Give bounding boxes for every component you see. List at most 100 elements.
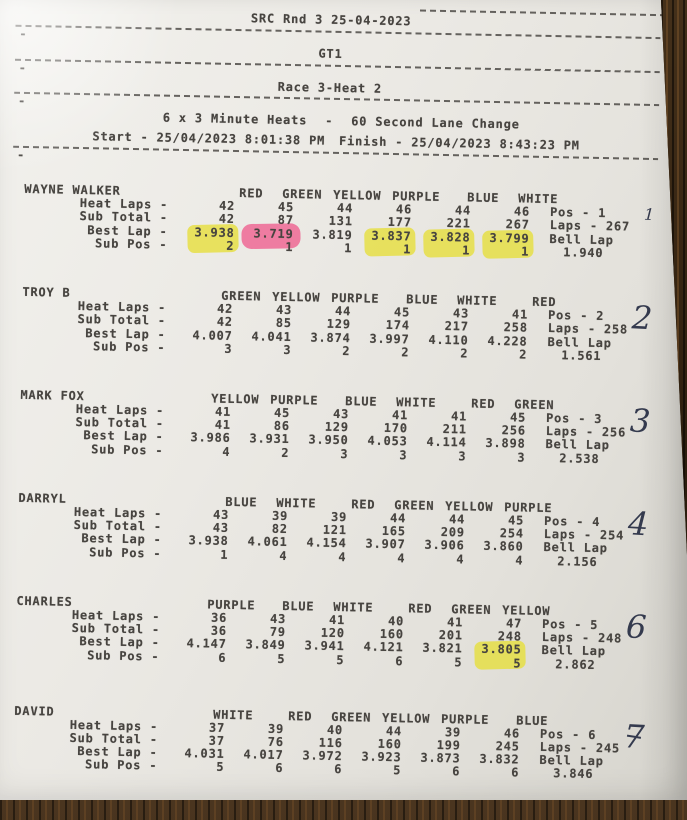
best-lap-value: 4.007	[192, 327, 233, 343]
best-lap-value: 3.805	[481, 642, 522, 657]
best-lap-value: 4.031	[184, 746, 225, 762]
paper-sheet: SRC Rnd 3 25-04-2023 - GT1 - Race 3-Heat…	[0, 0, 687, 800]
handwritten-position-number: 7	[622, 716, 646, 756]
handwritten-position-number: 2	[631, 298, 654, 338]
margin-dash: -	[17, 93, 27, 108]
sub-pos-value: 4	[456, 551, 465, 567]
handwritten-position-number: 4	[627, 504, 650, 544]
best-lap-value: 3.923	[361, 749, 402, 765]
sub-pos-value: 2	[342, 343, 351, 358]
margin-dash: -	[16, 147, 26, 162]
handwritten-position-number: 3	[629, 401, 652, 441]
best-lap-value: 3.873	[420, 750, 461, 766]
best-lap-value: 3.849	[245, 637, 286, 653]
best-lap-value: 3.799	[489, 230, 530, 246]
best-lap-value: 4.041	[251, 328, 292, 344]
best-lap-value: 4.061	[247, 534, 288, 550]
driver-result-block: CHARLES PURPLE BLUE WHITE RED GREEN YELL…	[0, 594, 675, 673]
sub-pos-value: 5	[336, 652, 345, 667]
driver-result-block: WAYNE WALKER RED GREEN YELLOW PURPLE BLU…	[0, 182, 683, 261]
margin-dash: -	[18, 60, 27, 75]
sub-pos-value: 4	[222, 444, 231, 459]
best-lap-value: 4.017	[243, 747, 284, 763]
best-lap-value: 4.053	[367, 433, 408, 449]
best-lap-value: 4.228	[487, 333, 528, 349]
best-lap-value: 3.972	[302, 748, 343, 764]
sub-total-value: 85	[275, 316, 292, 331]
format-separator: -	[325, 113, 334, 128]
start-time: Start - 25/04/2023 8:01:38 PM	[92, 129, 326, 148]
best-lap-value: 4.147	[186, 636, 227, 652]
sub-pos-value: 6	[511, 765, 520, 780]
sub-total-value: 129	[326, 317, 351, 332]
sub-pos-value: 2	[226, 238, 235, 253]
sub-pos-value: 2	[401, 344, 410, 360]
bell-lap-value: 2.538	[559, 450, 600, 466]
bell-lap-value: 1.561	[561, 347, 602, 363]
sub-pos-value: 6	[452, 764, 461, 779]
row-label-sub-pos: Sub Pos -	[93, 338, 166, 355]
sub-pos-value: 5	[513, 655, 522, 671]
sub-total-value: 42	[216, 314, 233, 330]
sub-pos-value: 3	[517, 450, 526, 465]
row-label-sub-pos: Sub Pos -	[94, 236, 168, 252]
sub-pos-value: 5	[454, 654, 463, 669]
driver-result-block: DAVID WHITE RED GREEN YELLOW PURPLE BLUE…	[0, 704, 673, 783]
sub-pos-value: 1	[403, 241, 412, 257]
sub-total-value: 87	[277, 213, 294, 228]
best-lap-value: 3.837	[371, 228, 412, 243]
best-lap-value: 3.860	[483, 539, 524, 554]
sub-pos-value: 3	[399, 447, 408, 462]
margin-dash: -	[19, 26, 28, 41]
best-lap-value: 3.828	[430, 229, 471, 245]
row-label-sub-pos: Sub Pos -	[84, 757, 158, 774]
bell-lap-value: 2.862	[555, 656, 596, 672]
row-label-sub-pos: Sub Pos -	[89, 544, 162, 561]
best-lap-value: 3.898	[485, 436, 526, 452]
handwritten-position-number: 6	[625, 606, 648, 647]
sub-pos-value: 6	[218, 650, 227, 665]
sub-pos-value: 3	[224, 341, 233, 356]
sub-pos-value: 5	[393, 763, 402, 778]
heats-format-line: 6 x 3 Minute Heats - 60 Second Lane Chan…	[163, 111, 520, 132]
sub-pos-value: 2	[519, 347, 528, 362]
sub-pos-value: 1	[285, 239, 294, 254]
lane-change: 60 Second Lane Change	[351, 114, 520, 132]
driver-result-block: TROY B GREEN YELLOW PURPLE BLUE WHITE RE…	[0, 285, 681, 364]
best-lap-value: 4.110	[428, 332, 469, 347]
sub-pos-value: 3	[458, 448, 467, 464]
sub-pos-value: 4	[338, 549, 347, 564]
sub-total-value: 217	[444, 319, 469, 334]
finish-time: Finish - 25/04/2023 8:43:23 PM	[338, 133, 580, 153]
heats-format: 6 x 3 Minute Heats	[162, 110, 308, 128]
row-label-sub-pos: Sub Pos -	[91, 441, 164, 458]
sub-pos-value: 4	[515, 552, 524, 568]
sub-total-value: 42	[218, 212, 235, 227]
bell-lap-value: 3.846	[553, 766, 594, 782]
best-lap-value: 4.114	[426, 435, 467, 450]
sub-pos-value: 6	[334, 762, 343, 777]
best-lap-value: 3.906	[424, 538, 465, 553]
sub-pos-value: 5	[216, 760, 225, 775]
sub-pos-value: 5	[277, 651, 286, 666]
best-lap-value: 3.938	[188, 533, 229, 549]
sub-pos-value: 1	[521, 244, 530, 259]
best-lap-value: 3.931	[249, 431, 290, 447]
best-lap-value: 3.986	[190, 430, 231, 446]
sub-pos-value: 1	[220, 547, 229, 562]
sub-pos-value: 1	[344, 240, 353, 255]
sub-pos-value: 3	[283, 342, 292, 357]
bell-lap-value: 1.940	[563, 245, 604, 260]
sub-total-value: 267	[505, 217, 530, 233]
best-lap-value: 3.941	[304, 638, 345, 654]
sub-pos-value: 2	[460, 346, 469, 361]
driver-result-block: DARRYL BLUE WHITE RED GREEN YELLOW PURPL…	[0, 491, 677, 570]
row-label-sub-pos: Sub Pos -	[87, 647, 160, 664]
best-lap-value: 4.121	[363, 639, 404, 655]
best-lap-value: 3.821	[422, 640, 463, 656]
sub-total-value: 258	[503, 320, 528, 335]
sub-pos-value: 6	[275, 761, 284, 776]
printout-header: SRC Rnd 3 25-04-2023 - GT1 - Race 3-Heat…	[0, 0, 687, 195]
driver-result-block: MARK FOX YELLOW PURPLE BLUE WHITE RED GR…	[0, 388, 679, 467]
